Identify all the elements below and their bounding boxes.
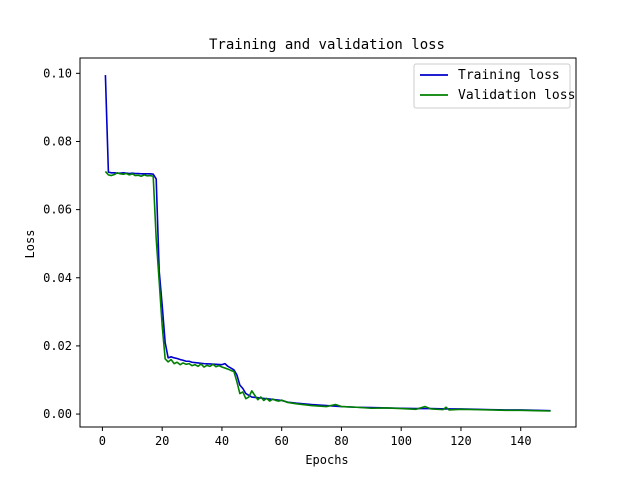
x-axis-label: Epochs [305, 453, 348, 467]
x-tick-label: 140 [510, 434, 532, 448]
legend-label-validation-loss: Validation loss [458, 88, 575, 103]
y-tick-label: 0.08 [43, 134, 72, 148]
x-tick-label: 100 [390, 434, 412, 448]
chart-title: Training and validation loss [209, 37, 445, 53]
x-tick-label: 120 [450, 434, 472, 448]
x-tick-label: 60 [274, 434, 288, 448]
axes-frame [79, 57, 577, 428]
y-tick-label: 0.06 [43, 203, 72, 217]
x-tick-label: 20 [155, 434, 169, 448]
series-line-validation-loss [104, 170, 551, 412]
legend-label-training-loss: Training loss [458, 68, 560, 83]
x-tick-label: 80 [334, 434, 348, 448]
plot-area: 0 20 40 60 80 100 120 140 0.00 0.02 0.04 0.06 0.08 0.… [43, 57, 577, 448]
y-tick-label: 0.00 [43, 407, 72, 421]
x-tick-label: 40 [215, 434, 229, 448]
y-tick-label: 0.04 [43, 271, 72, 285]
y-axis-label: Loss [23, 230, 37, 259]
y-tick-label: 0.10 [43, 66, 72, 80]
y-tick-label: 0.02 [43, 339, 72, 353]
x-tick-label: 0 [99, 434, 106, 448]
legend-box [413, 63, 571, 109]
